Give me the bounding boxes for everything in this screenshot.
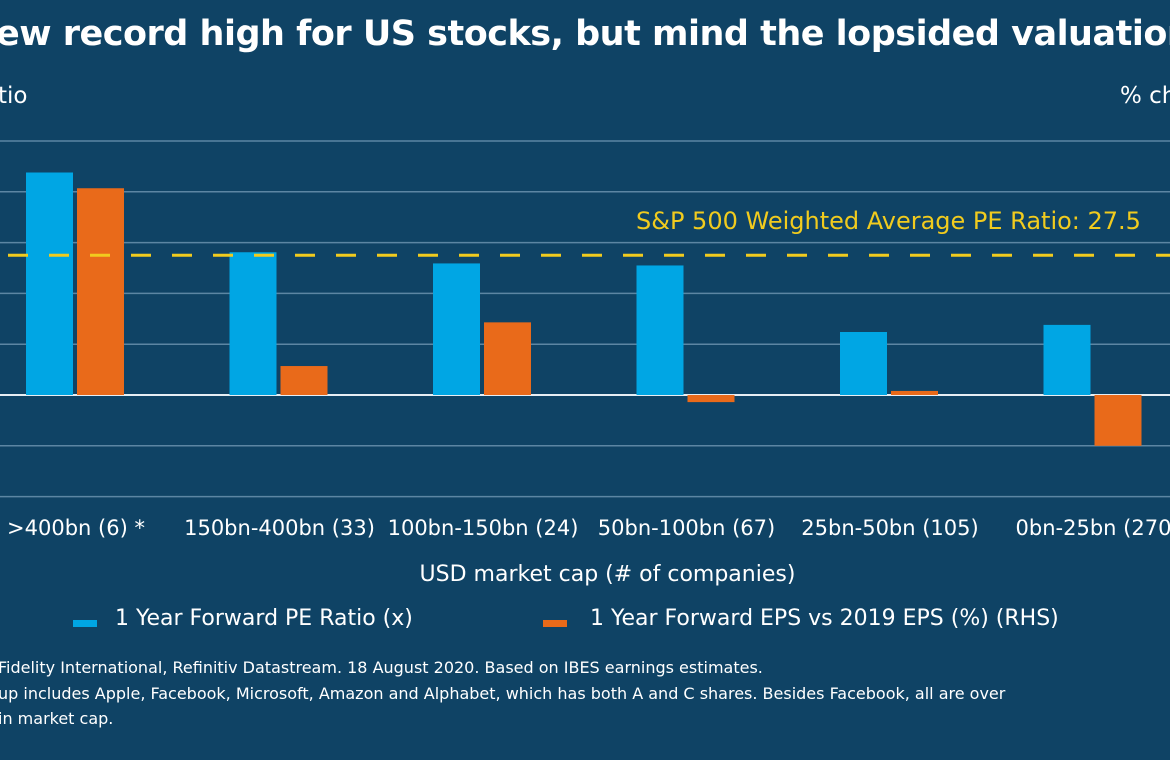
reference-line-label: S&P 500 Weighted Average PE Ratio: 27.5: [636, 207, 1141, 235]
chart-title: ew record high for US stocks, but mind t…: [0, 14, 1170, 54]
bar-pe: [1043, 324, 1091, 395]
bar-eps: [484, 322, 531, 395]
legend-swatch-eps: [543, 620, 567, 627]
x-tick-label: 50bn-100bn (67): [598, 516, 775, 540]
x-tick-label: 25bn-50bn (105): [801, 516, 978, 540]
right-axis-label: % ch: [1120, 83, 1170, 109]
x-tick-label: >400bn (6) *: [7, 516, 145, 540]
bar-pe: [229, 252, 277, 395]
bar-eps: [687, 395, 735, 403]
x-tick-label: 0bn-25bn (270: [1016, 516, 1170, 540]
bar-pe: [26, 172, 73, 395]
bar-pe: [636, 265, 684, 395]
footnote-source: Fidelity International, Refinitiv Datast…: [0, 658, 763, 677]
x-tick-label: 150bn-400bn (33): [184, 516, 375, 540]
bar-eps: [891, 390, 938, 395]
legend-label-eps: 1 Year Forward EPS vs 2019 EPS (%) (RHS): [590, 606, 1059, 631]
footnote-group-cont: in market cap.: [0, 709, 114, 728]
bar-eps: [1094, 395, 1142, 446]
legend-swatch-pe: [73, 620, 97, 627]
legend-label-pe: 1 Year Forward PE Ratio (x): [115, 606, 413, 631]
bar-eps: [280, 366, 328, 395]
bar-pe: [840, 332, 887, 395]
footnote-group: up includes Apple, Facebook, Microsoft, …: [0, 684, 1006, 703]
bar-pe: [433, 263, 480, 395]
left-axis-label: tio: [0, 83, 28, 109]
bar-eps: [77, 188, 124, 395]
x-axis-title: USD market cap (# of companies): [419, 562, 796, 587]
x-tick-label: 100bn-150bn (24): [388, 516, 579, 540]
